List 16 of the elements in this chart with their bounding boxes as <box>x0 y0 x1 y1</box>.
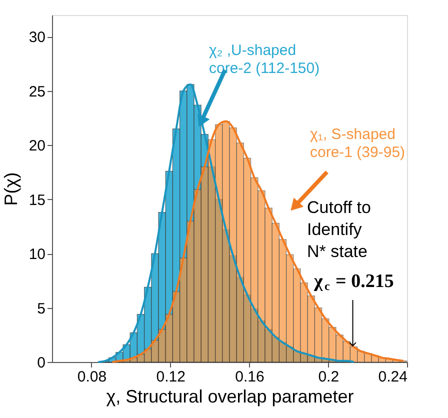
y-tick-label: 25 <box>28 83 46 100</box>
y-tick-label: 20 <box>28 138 46 155</box>
y-axis-title: P(χ) <box>0 172 21 206</box>
y-tick-label: 5 <box>37 300 46 318</box>
x-tick-label: 0.24 <box>378 368 408 386</box>
x-tick-label: 0.16 <box>235 368 264 386</box>
series-label: χ₂ ,U-shaped core-2 (112-150) <box>209 42 320 77</box>
y-tick-label: 15 <box>28 192 46 209</box>
x-tick-label: 0.12 <box>156 368 186 386</box>
x-axis-title: χ, Structural overlap parameter <box>106 386 354 406</box>
x-tick-label: 0.08 <box>77 368 107 386</box>
x-tick-label: 0.2 <box>318 368 340 386</box>
y-tick-label: 30 <box>28 29 46 46</box>
y-tick-label: 10 <box>28 246 46 264</box>
y-tick-label: 0 <box>37 354 46 372</box>
text: χ₁, S-shaped core-1 (39-95) <box>310 126 406 161</box>
